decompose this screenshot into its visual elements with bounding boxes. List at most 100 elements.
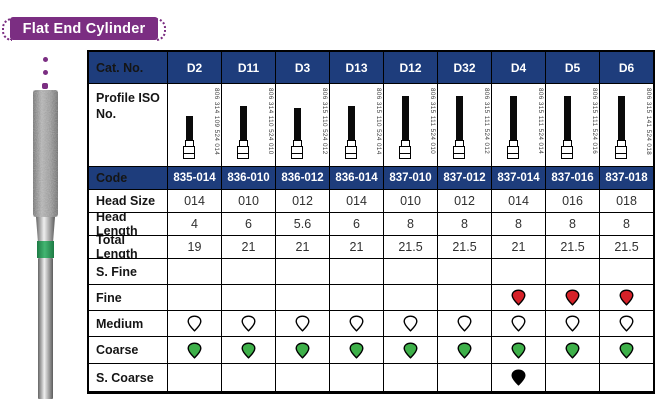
diamond-bur-photo — [33, 90, 58, 399]
decorative-dot — [43, 57, 48, 62]
iso-number: 806 315 110 524 012 — [321, 88, 328, 155]
grit-cell — [276, 311, 330, 337]
row-label-cell: S. Coarse — [89, 364, 168, 392]
bur-profile-icon — [613, 96, 629, 159]
grit-cell — [222, 337, 276, 364]
bur-profile-icon — [451, 96, 467, 159]
row-label-cell: Fine — [89, 285, 168, 311]
value-cell: 8 — [384, 213, 438, 236]
value-cell: 21.5 — [438, 236, 492, 259]
grit-cell — [438, 337, 492, 364]
value-cell: 8 — [492, 213, 546, 236]
grit-cell — [600, 311, 654, 337]
iso-number: 806 315 111 524 016 — [591, 88, 598, 155]
grit-drop-icon — [511, 369, 526, 386]
profile-cell: 806 315 111 524 014 — [492, 84, 546, 167]
code-cell: 836-014 — [330, 167, 384, 190]
grit-drop-icon — [349, 315, 364, 332]
grit-cell — [384, 364, 438, 392]
grit-cell — [168, 311, 222, 337]
profile-cell: 806 315 110 524 014 — [330, 84, 384, 167]
column-header-cell: D13 — [330, 52, 384, 84]
value-cell: 014 — [168, 190, 222, 213]
iso-number: 806 315 110 524 014 — [375, 88, 382, 155]
grit-drop-icon — [565, 315, 580, 332]
column-header-cell: D3 — [276, 52, 330, 84]
bur-green-band — [37, 241, 54, 258]
grit-drop-icon — [349, 341, 364, 359]
grit-cell — [384, 259, 438, 285]
grit-cell — [438, 259, 492, 285]
grit-cell — [600, 364, 654, 392]
grit-drop-icon — [457, 315, 472, 332]
grit-cell — [546, 337, 600, 364]
grit-cell — [330, 285, 384, 311]
grit-drop-icon — [619, 341, 634, 359]
value-cell: 014 — [492, 190, 546, 213]
grit-cell — [222, 285, 276, 311]
column-header-cell: D4 — [492, 52, 546, 84]
value-cell: 5.6 — [276, 213, 330, 236]
grit-drop-icon — [241, 315, 256, 332]
grit-drop-icon — [619, 289, 634, 306]
value-cell: 012 — [276, 190, 330, 213]
bur-profile-icon — [289, 108, 305, 159]
grit-cell — [600, 259, 654, 285]
iso-number: 806 315 111 524 010 — [429, 88, 436, 155]
grit-cell — [492, 285, 546, 311]
bur-profile-icon — [181, 116, 197, 159]
value-cell: 8 — [438, 213, 492, 236]
grit-cell — [330, 337, 384, 364]
grit-cell — [222, 311, 276, 337]
grit-cell — [384, 285, 438, 311]
bur-profile-icon — [235, 106, 251, 159]
value-cell: 21.5 — [600, 236, 654, 259]
cat-no-header-cell: Cat. No. — [89, 52, 168, 84]
value-cell: 21 — [222, 236, 276, 259]
grit-drop-icon — [511, 289, 526, 306]
grit-cell — [438, 285, 492, 311]
column-header-cell: D12 — [384, 52, 438, 84]
value-cell: 21 — [330, 236, 384, 259]
value-cell: 014 — [330, 190, 384, 213]
grit-drop-icon — [295, 315, 310, 332]
value-cell: 6 — [222, 213, 276, 236]
profile-label-cell: Profile ISO No. — [89, 84, 168, 167]
iso-number: 806 315 111 524 012 — [483, 88, 490, 155]
code-cell: 837-014 — [492, 167, 546, 190]
value-cell: 8 — [600, 213, 654, 236]
profile-cell: 806 315 111 524 012 — [438, 84, 492, 167]
column-header-cell: D11 — [222, 52, 276, 84]
profile-cell: 806 315 111 524 010 — [384, 84, 438, 167]
value-cell: 012 — [438, 190, 492, 213]
grit-drop-icon — [403, 341, 418, 359]
code-cell: 837-018 — [600, 167, 654, 190]
grit-cell — [384, 311, 438, 337]
grit-cell — [546, 364, 600, 392]
code-cell: 836-010 — [222, 167, 276, 190]
iso-number: 806 314 109 524 014 — [213, 88, 220, 156]
grit-cell — [276, 285, 330, 311]
grit-cell — [276, 259, 330, 285]
grit-drop-icon — [295, 341, 310, 359]
code-cell: 837-010 — [384, 167, 438, 190]
profile-cell: 806 315 110 524 012 — [276, 84, 330, 167]
grit-cell — [276, 337, 330, 364]
catalog-table: Cat. No. D2 D11 D3 D13 D12 D32 D4 D5 D6 Profile IS… — [87, 50, 655, 394]
row-label-cell: Coarse — [89, 337, 168, 364]
column-header-cell: D32 — [438, 52, 492, 84]
value-cell: 21.5 — [384, 236, 438, 259]
code-cell: 836-012 — [276, 167, 330, 190]
iso-number: 806 314 110 524 010 — [267, 88, 274, 155]
bur-profile-icon — [397, 96, 413, 159]
grit-drop-icon — [511, 315, 526, 332]
value-cell: 21 — [492, 236, 546, 259]
iso-number: 806 315 111 524 014 — [537, 88, 544, 155]
profile-cell: 806 314 109 524 014 — [168, 84, 222, 167]
value-cell: 010 — [222, 190, 276, 213]
code-cell: 837-012 — [438, 167, 492, 190]
code-cell: 837-016 — [546, 167, 600, 190]
value-cell: 016 — [546, 190, 600, 213]
value-cell: 8 — [546, 213, 600, 236]
